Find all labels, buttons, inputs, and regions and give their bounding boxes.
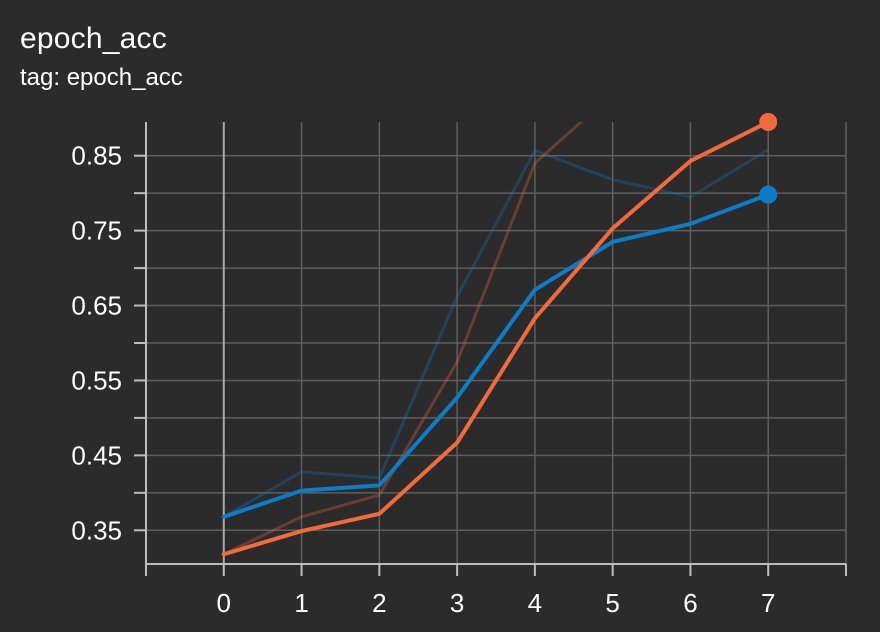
x-tick-label: 6: [683, 588, 697, 618]
x-tick-label: 7: [761, 588, 775, 618]
raw-series-layer: [223, 122, 770, 556]
x-tick-label: 4: [528, 588, 542, 618]
y-tick-label: 0.65: [71, 291, 122, 321]
chart-tag-subtitle: tag: epoch_acc: [20, 64, 183, 91]
y-tick-label: 0.55: [71, 365, 122, 395]
raw-series-line-1: [223, 122, 584, 556]
chart-title: epoch_acc: [20, 22, 167, 55]
x-tick-label: 5: [605, 588, 619, 618]
x-tick-label: 1: [294, 588, 308, 618]
series-end-marker-0: [759, 185, 778, 204]
y-tick-label: 0.85: [71, 141, 122, 171]
smoothed-series-layer: [221, 122, 771, 557]
end-marker-layer: [759, 113, 778, 204]
raw-series-line-0: [223, 148, 770, 519]
y-tick-label: 0.35: [71, 515, 122, 545]
axis-layer: [134, 122, 847, 576]
y-tick-label: 0.45: [71, 440, 122, 470]
series-line-1: [221, 122, 771, 557]
x-tick-label: 3: [450, 588, 464, 618]
x-tick-label: 0: [217, 588, 231, 618]
tick-label-layer: 0.35 0.45 0.55 0.65 0.75 0.85 0 1 2 3 4 5 6 7: [71, 141, 775, 618]
series-end-marker-1: [759, 113, 778, 131]
series-line-0: [221, 192, 771, 519]
y-tick-label: 0.75: [71, 216, 122, 246]
x-tick-label: 2: [372, 588, 386, 618]
